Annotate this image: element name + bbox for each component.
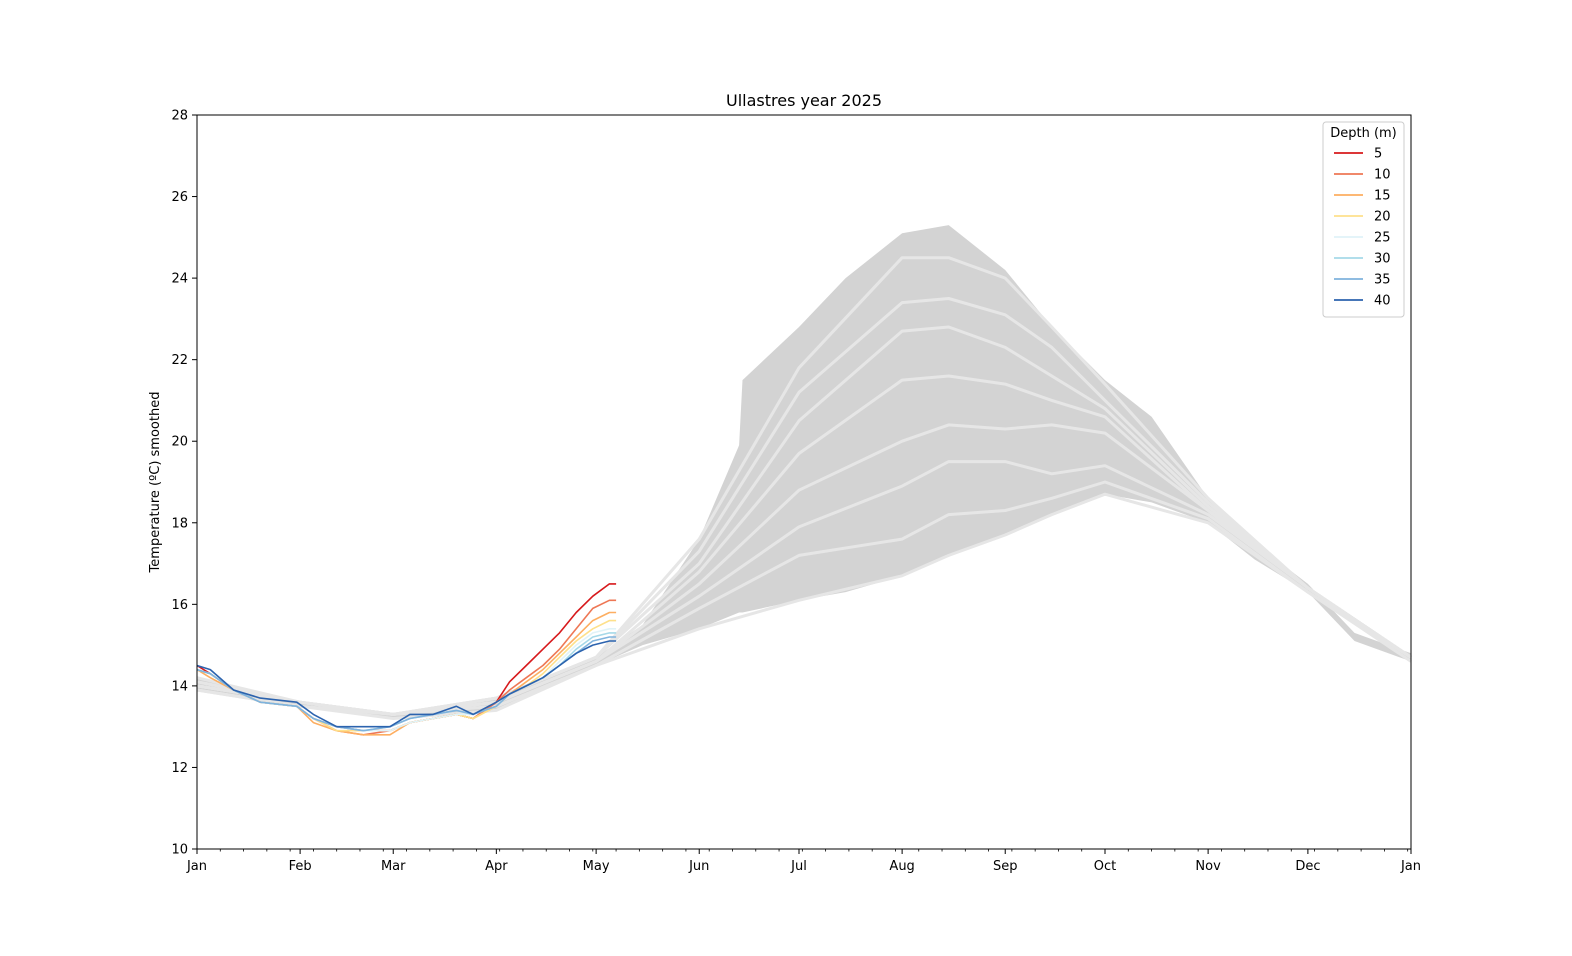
legend-items: 5 10 15 20 25 30 35 40 — [1334, 147, 1391, 309]
y-tick-label: 10 — [171, 843, 188, 858]
y-axis-title: Temperature (ºC) smoothed — [148, 392, 163, 574]
y-tick-label: 20 — [171, 435, 188, 450]
legend-box — [1322, 121, 1405, 318]
band-area — [197, 225, 1411, 719]
legend-label-20: 20 — [1374, 210, 1391, 225]
y-tick-label: 16 — [171, 598, 188, 613]
plot-frame — [196, 114, 1412, 850]
y-tick-label: 26 — [171, 190, 188, 205]
x-tick-label: Feb — [289, 859, 312, 874]
x-tick-label: Sep — [993, 859, 1018, 874]
y-tick-label: 18 — [171, 516, 188, 531]
legend-label-25: 25 — [1374, 231, 1391, 246]
x-tick-label: Jan — [1400, 859, 1421, 874]
climatology-line — [196, 480, 1412, 716]
x-tick-label: Dec — [1295, 859, 1320, 874]
legend-title: Depth (m) — [1330, 126, 1397, 141]
x-tick-label: Mar — [381, 859, 406, 874]
legend-label-15: 15 — [1374, 189, 1391, 204]
x-tick-label: Aug — [889, 859, 914, 874]
y-tick-label: 14 — [171, 679, 188, 694]
x-tick-label: Jan — [186, 859, 207, 874]
legend-label-35: 35 — [1374, 273, 1391, 288]
climatology-lines — [196, 256, 1412, 720]
series-line-5 — [196, 583, 617, 732]
climatology-band — [197, 225, 1411, 719]
y-tick-label: 22 — [171, 353, 188, 368]
x-tick-label: Oct — [1094, 859, 1116, 874]
legend-label-40: 40 — [1374, 294, 1391, 309]
y-tick-label: 24 — [171, 272, 188, 287]
legend-label-5: 5 — [1374, 147, 1382, 162]
x-tick-label: May — [583, 859, 610, 874]
legend-label-10: 10 — [1374, 168, 1391, 183]
depth-series — [196, 583, 617, 736]
axes: 10 12 14 16 18 20 22 24 26 28 Jan Feb Mar Apr May Jun Ju… — [171, 109, 1421, 875]
series-line-40 — [196, 640, 617, 728]
x-tick-label: Jul — [790, 859, 807, 874]
y-tick-label: 12 — [171, 761, 188, 776]
x-tick-label: Nov — [1195, 859, 1221, 874]
x-tick-label: Jun — [688, 859, 709, 874]
x-tick-label: Apr — [485, 859, 508, 874]
y-tick-label: 28 — [171, 109, 188, 124]
legend-label-30: 30 — [1374, 252, 1391, 267]
legend: Depth (m) 5 10 15 20 25 30 35 40 — [1322, 121, 1405, 318]
chart-title: Ullastres year 2025 — [726, 91, 882, 110]
